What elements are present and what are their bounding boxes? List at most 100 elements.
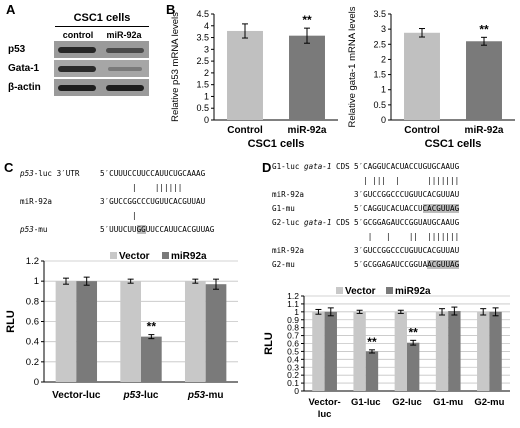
- sequence-label-part: G1-mu: [272, 204, 295, 213]
- lane-label-mir92a: miR-92a: [106, 30, 142, 40]
- bar: [312, 311, 325, 391]
- y-tick-label: 1.5: [373, 70, 386, 80]
- bar: [324, 311, 337, 391]
- legend-label: Vector: [345, 286, 376, 297]
- y-tick-label: 1: [204, 91, 209, 101]
- mutated-sequence: CACGUUAG: [422, 204, 460, 213]
- y-tick-label: 0.2: [26, 357, 39, 368]
- lane-label-control: control: [62, 30, 94, 40]
- sequence-row: miR-92a 3′GUCCGGCCCUGUUCACGUUAU: [272, 247, 459, 255]
- sequence-label: p53-luc 3′UTR: [20, 170, 100, 178]
- bar: [141, 336, 162, 382]
- panel-label-b: B: [166, 2, 176, 17]
- bar: [466, 41, 502, 120]
- y-tick-label: 3.5: [196, 33, 209, 43]
- y-tick-label: 0.9: [287, 315, 299, 325]
- bar: [205, 284, 227, 382]
- y-tick-label: 2: [204, 68, 209, 78]
- y-tick-label: 0: [204, 115, 209, 125]
- bar: [120, 281, 141, 382]
- significance-label: **: [147, 320, 157, 334]
- sequence-text: 3′GUCCGGCCCUGUUCACGUUAU: [354, 246, 460, 255]
- x-tick-label: Control: [227, 125, 263, 136]
- x-tick-label: p53-mu: [187, 390, 224, 401]
- x-tick-label: p53-luc: [122, 390, 158, 401]
- y-tick-label: 0.3: [287, 362, 299, 372]
- sequence-label-part: G2-mu: [272, 260, 295, 269]
- sequence-text: 5′UUUCUU: [100, 225, 137, 234]
- bar: [55, 281, 77, 382]
- sequence-label-part: -luc 3′UTR: [33, 169, 80, 178]
- sequence-row: miR-92a 3′GUCCGGCCCUGUUCACGUUAU: [272, 191, 459, 199]
- x-tick-label-rest: -luc: [141, 390, 159, 401]
- sequence-text: 5′GCGGAGAUCCGGUAUGCAAUG: [354, 218, 460, 227]
- sequence-label: G1-luc gata-1 CDS: [272, 163, 354, 171]
- bar: [477, 311, 490, 391]
- bar: [394, 311, 407, 391]
- sequence-label: miR-92a: [272, 247, 354, 255]
- x-tick-label: Vector-: [308, 397, 340, 408]
- y-tick-label: 3: [381, 24, 386, 34]
- x-tick-label: Vector-luc: [52, 390, 101, 401]
- y-tick-label: 0.6: [287, 339, 299, 349]
- sequence-row: miR-92a 3′GUCCGGCCCUGUUCACGUUAU: [20, 198, 205, 206]
- y-axis-label: Relative gata-1 mRNA levels: [347, 6, 358, 127]
- sequence-row: G1-mu 5′CAGGUCACUACCUCACGUUAG: [272, 204, 460, 213]
- sequence-row: | ||| | |||||||: [272, 177, 459, 185]
- y-axis-label: RLU: [5, 310, 17, 333]
- sequence-label-part: p53: [20, 225, 34, 234]
- sequence-text: 5′CAGGUCACUACCUGUGCAAUG: [354, 162, 460, 171]
- sequence-label-part: miR-92a: [20, 197, 53, 206]
- x-tick-label: miR-92a: [465, 125, 504, 136]
- sequence-row: p53-mu 5′UUUCUUGGUUCCAUUCACGUUAG: [20, 225, 215, 234]
- blot-title: CSC1 cells: [73, 12, 131, 24]
- y-tick-label: 0.1: [287, 378, 299, 388]
- chart-b-p53-mrna: 0 0.5 11.5 2 2.5 33.5 4 4.5 Control miR-92a ** CSC1…: [170, 9, 338, 150]
- sequence-label: G1-mu: [272, 205, 354, 213]
- bar: [227, 30, 263, 120]
- sequence-label-part: G2-luc: [272, 218, 305, 227]
- y-tick-label: 0.5: [373, 100, 386, 110]
- y-tick-label: 2.5: [196, 56, 209, 66]
- y-tick-label: 1.5: [196, 80, 209, 90]
- sequence-label-part: -mu: [33, 225, 48, 234]
- y-tick-label: 0.4: [26, 337, 39, 348]
- significance-label: **: [479, 22, 489, 36]
- sequence-text: 5′CAGGUCACUACCU: [354, 204, 423, 213]
- sequence-label-part: p53: [20, 169, 34, 178]
- y-tick-label: 2: [381, 54, 386, 64]
- blot-title-underline: [55, 26, 149, 27]
- sequence-text: | ||||||: [100, 183, 183, 192]
- sequence-label: G2-luc gata-1 CDS: [272, 219, 354, 227]
- y-axis-label: Relative p53 mRNA levels: [170, 12, 181, 122]
- bar: [448, 311, 461, 391]
- y-tick-label: 0.7: [287, 331, 299, 341]
- sequence-label: miR-92a: [20, 198, 100, 206]
- y-tick-label: 4.5: [196, 9, 209, 19]
- legend-label: miR92a: [171, 251, 207, 262]
- x-tick-label: G1-mu: [433, 397, 463, 408]
- y-axis-label: RLU: [263, 332, 275, 355]
- legend-swatch: [110, 252, 117, 259]
- y-tick-label: 0: [34, 377, 39, 388]
- sequence-label: miR-92a: [272, 191, 354, 199]
- legend-swatch: [386, 287, 393, 294]
- protein-label-gata1: Gata-1: [8, 63, 40, 74]
- panel-label-a: A: [6, 2, 16, 17]
- sequence-text: 5′GCGGAGAUCCGGUA: [354, 260, 428, 269]
- sequence-text: UUCCAUUCACGUUAG: [145, 225, 215, 234]
- bar: [407, 342, 420, 391]
- sequence-row: G2-mu 5′GCGGAGAUCCGGUAACGUUAG: [272, 260, 460, 269]
- bar: [289, 35, 325, 120]
- x-tick-label: G2-luc: [392, 397, 422, 408]
- y-tick-label: 1: [381, 85, 386, 95]
- y-tick-label: 0.2: [287, 370, 299, 380]
- sequence-row: |: [20, 212, 137, 220]
- x-tick-label-rest: -mu: [205, 390, 223, 401]
- panel-label-c: C: [4, 160, 14, 175]
- sequence-text: 3′GUCCGGCCCUGUUCACGUUAU: [354, 190, 460, 199]
- y-tick-label: 0: [381, 115, 386, 125]
- y-tick-label: 1: [34, 276, 39, 287]
